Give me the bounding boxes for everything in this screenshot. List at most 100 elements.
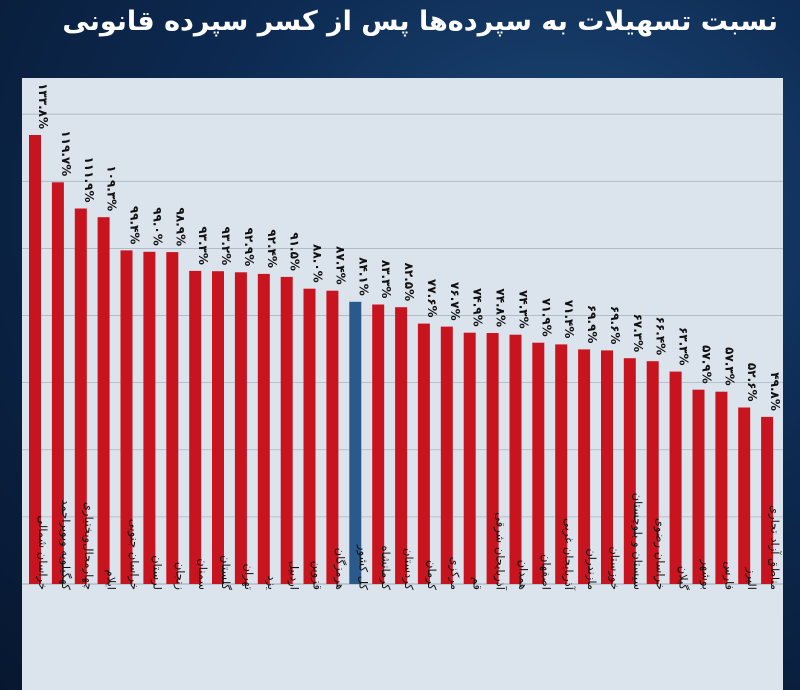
bar [212,271,224,584]
bar [349,301,362,584]
value-labels: ۱۳۳.۸% ۱۱۹.۷% ۱۱۱.۹% ۱۰۹.۳% ۹۹.۴% ۹۹.۰% ۹۸.۹% ۹… [36,83,782,411]
bar [74,208,87,584]
category-label: اصفهان [539,554,553,590]
category-label: کهگیلویه وبویراحمد [58,499,73,590]
category-label: خراسان رضوی [653,518,668,590]
value-label: ۷۱.۹% [539,298,553,337]
category-label: خراسان جنوبی [127,519,142,590]
category-label: فارس [721,561,736,590]
category-label: سمنان [196,558,210,590]
bar [372,304,385,584]
value-label: ۶۳.۳% [677,327,691,366]
category-label: گلستان [219,555,233,590]
bar [509,334,522,584]
bar [280,276,293,584]
bar [692,389,705,584]
bar [463,332,476,584]
category-label: سیستان و بلوچستان [630,493,645,590]
bar [166,252,179,584]
bar [97,217,110,584]
bar [761,416,774,584]
value-label: ۶۹.۹% [585,305,599,344]
value-label: ۹۱.۵% [288,232,302,271]
bar [257,273,270,584]
value-label: ۶۹.۶% [608,306,622,345]
value-label: ۹۲.۹% [242,228,256,267]
bar [532,342,545,584]
category-label: کرمان [424,560,439,590]
category-label: همدان [516,560,530,590]
bar [234,272,247,584]
value-label: ۸۷.۴% [333,246,347,285]
bar [417,323,430,584]
category-label: آذربایجان شرقی [493,512,508,591]
value-label: ۱۱۹.۷% [59,130,73,176]
value-label: ۴۹.۸% [768,372,782,411]
bar [601,350,613,584]
value-label: ۱۰۹.۳% [105,165,119,211]
value-label: ۹۹.۰% [150,207,164,246]
category-label: اردبیل [287,561,302,590]
category-label: قزوین [310,561,325,590]
bar [143,251,156,585]
bar [51,182,64,585]
category-label: تهران [241,564,256,591]
category-label: زنجان [172,562,187,590]
category-label: کرمانشاه [378,546,393,591]
category-label: بوشهر [698,559,713,590]
category-label: مرکزی [447,557,462,590]
bar [120,250,133,584]
category-labels: خراسان شمالی کهگیلویه وبویراحمد چهارمحال‌و… [35,493,782,591]
bar [440,326,453,584]
category-label: هرمزگان [332,548,347,590]
bar [623,358,636,584]
value-label: ۵۷.۹% [699,345,713,384]
bar [578,349,591,584]
value-label: ۶۷.۳% [631,314,645,353]
value-label: ۸۳.۳% [379,260,393,299]
bar [486,333,499,584]
chart-title: نسبت تسهیلات به سپرده‌ها پس از کسر سپرده… [62,6,778,37]
bar [326,290,339,584]
bar [555,344,568,584]
category-label: خراسان شمالی [35,515,50,590]
value-label: ۷۱.۴% [562,300,576,339]
bar [715,391,728,584]
category-label: گیلان [677,566,691,591]
bar [646,361,659,584]
category-label: کل کشور [355,544,370,591]
value-label: ۷۷.۶% [425,279,439,318]
category-label: مناطق آزاد تجاری [767,505,782,590]
value-label: ۱۱۱.۹% [82,157,96,203]
value-label: ۷۴.۹% [471,288,485,327]
category-label: خوزستان [607,546,622,590]
category-label: آذربایجان غربی [561,518,576,591]
bars [29,135,774,585]
bar [669,371,682,584]
bar [395,307,408,584]
category-label: ایلام [105,570,119,590]
value-label: ۹۹.۴% [128,206,142,245]
value-label: ۸۲.۵% [402,263,416,302]
value-label: ۱۳۳.۸% [36,83,50,129]
category-label: کردستان [401,548,416,591]
bar [303,288,316,584]
value-label: ۵۷.۳% [722,347,736,386]
value-label: ۶۶.۴% [654,317,668,356]
bar [738,407,751,584]
value-label: ۹۸.۹% [173,208,187,247]
value-label: ۸۸.۰% [311,244,325,283]
value-label: ۹۳.۲% [219,227,233,266]
value-label: ۹۲.۴% [265,229,279,268]
bar [29,135,41,584]
category-label: چهارمحال‌وبختیاری [81,502,96,590]
category-label: یزد [264,575,279,590]
value-label: ۹۳.۳% [196,226,210,265]
bar [189,270,202,584]
category-label: مازندران [584,548,599,590]
value-label: ۷۶.۷% [448,282,462,321]
value-label: ۵۲.۶% [745,363,759,402]
value-label: ۸۴.۱% [356,257,370,296]
value-label: ۷۴.۸% [494,288,508,327]
